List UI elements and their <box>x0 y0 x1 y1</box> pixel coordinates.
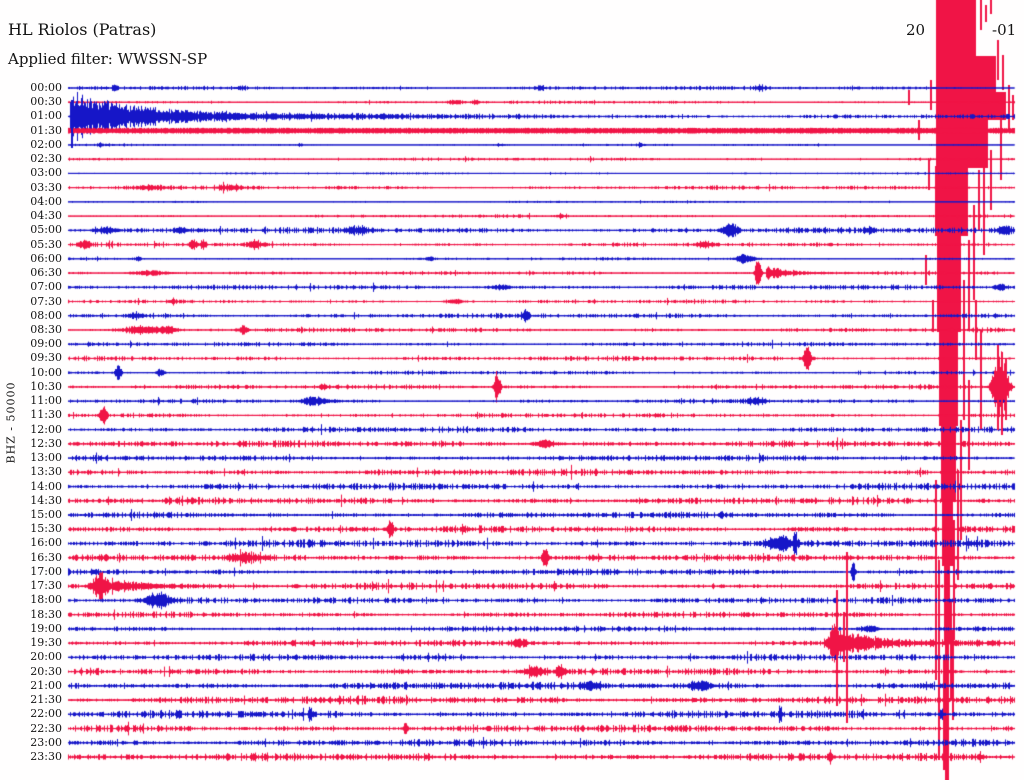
date-fragment-left: 20 <box>906 21 926 39</box>
time-label: 17:30 <box>30 579 62 593</box>
time-label: 01:00 <box>30 109 62 123</box>
time-label: 10:30 <box>30 379 62 393</box>
time-label: 16:30 <box>30 550 62 564</box>
time-label: 08:00 <box>30 308 62 322</box>
time-label: 21:30 <box>30 693 62 707</box>
time-label: 23:30 <box>30 749 62 763</box>
time-label: 13:00 <box>30 451 62 465</box>
time-label: 19:00 <box>30 621 62 635</box>
time-label: 04:00 <box>30 194 62 208</box>
time-label: 20:30 <box>30 664 62 678</box>
date-fragment-right: -01 <box>992 21 1017 39</box>
time-label: 06:30 <box>30 266 62 280</box>
time-label: 03:00 <box>30 166 62 180</box>
time-label: 00:30 <box>30 95 62 109</box>
time-label: 05:30 <box>30 237 62 251</box>
time-label: 02:00 <box>30 137 62 151</box>
time-label: 09:30 <box>30 351 62 365</box>
time-label: 07:30 <box>30 294 62 308</box>
time-label: 22:30 <box>30 721 62 735</box>
time-label: 14:00 <box>30 479 62 493</box>
time-label: 01:30 <box>30 123 62 137</box>
time-label: 23:00 <box>30 735 62 749</box>
time-label: 14:30 <box>30 493 62 507</box>
time-label: 18:00 <box>30 593 62 607</box>
time-label: 00:00 <box>30 81 62 94</box>
time-label: 17:00 <box>30 564 62 578</box>
time-label: 19:30 <box>30 636 62 650</box>
time-label: 03:30 <box>30 180 62 194</box>
time-label: 18:30 <box>30 607 62 621</box>
time-label: 13:30 <box>30 465 62 479</box>
time-label: 15:30 <box>30 522 62 536</box>
time-label: 08:30 <box>30 322 62 336</box>
time-label: 20:00 <box>30 650 62 664</box>
time-label: 15:00 <box>30 508 62 522</box>
time-label: 10:00 <box>30 365 62 379</box>
time-label: 22:00 <box>30 707 62 721</box>
time-label: 02:30 <box>30 152 62 166</box>
station-title: HL Riolos (Patras) <box>8 20 157 39</box>
time-label: 12:30 <box>30 436 62 450</box>
time-label: 16:00 <box>30 536 62 550</box>
time-label: 12:00 <box>30 422 62 436</box>
time-label: 11:30 <box>30 408 62 422</box>
time-label: 05:00 <box>30 223 62 237</box>
time-label: 07:00 <box>30 280 62 294</box>
time-label: 06:00 <box>30 251 62 265</box>
applied-filter-label: Applied filter: WWSSN-SP <box>8 50 208 68</box>
time-label: 21:00 <box>30 678 62 692</box>
time-label: 04:30 <box>30 209 62 223</box>
time-label: 09:00 <box>30 337 62 351</box>
time-label: 11:00 <box>30 394 62 408</box>
